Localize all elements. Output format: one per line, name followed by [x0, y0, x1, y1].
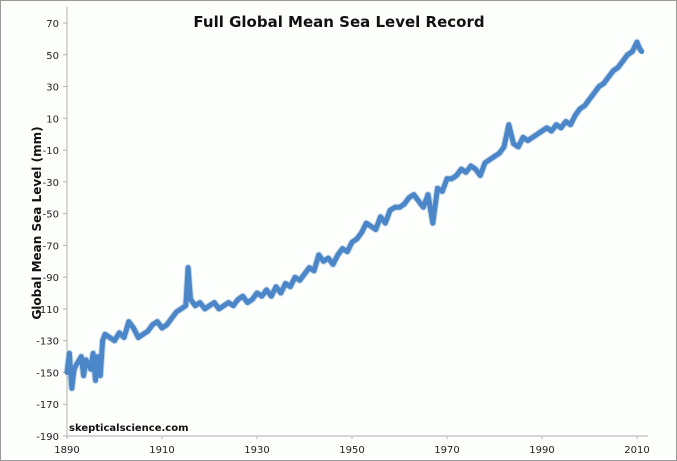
y-axis-ticks: 70 50 30 10 -10 -30 -50 -70 -90 -110 -130 -150 -170 -…	[36, 19, 67, 443]
y-tick-label: -190	[36, 432, 59, 443]
y-tick-label: -70	[43, 241, 59, 252]
chart-title: Full Global Mean Sea Level Record	[193, 13, 484, 31]
y-axis-label: Global Mean Sea Level (mm)	[30, 126, 44, 319]
x-tick-label: 1930	[244, 445, 269, 456]
y-tick-label: -90	[43, 273, 59, 284]
y-tick-label: -170	[36, 400, 59, 411]
y-tick-label: -30	[43, 178, 59, 189]
y-tick-label: -50	[43, 210, 59, 221]
y-tick-label: 70	[46, 19, 59, 30]
y-tick-label: -150	[36, 368, 59, 379]
x-tick-label: 2010	[624, 445, 649, 456]
x-tick-label: 1890	[54, 445, 79, 456]
credit-label: skepticalscience.com	[69, 423, 189, 434]
series-line-shadow	[63, 38, 645, 392]
y-tick-label: -110	[36, 305, 59, 316]
y-tick-label: 30	[46, 83, 59, 94]
y-tick-label: -10	[43, 146, 59, 157]
series-group	[63, 38, 645, 392]
sea-level-line	[64, 39, 645, 391]
x-axis-ticks: 1890 1910 1930 1950 1970 1990 2010	[54, 436, 650, 456]
x-tick-label: 1910	[149, 445, 174, 456]
y-tick-label: 50	[46, 51, 59, 62]
y-tick-label: -130	[36, 337, 59, 348]
x-tick-label: 1970	[434, 445, 459, 456]
x-tick-label: 1990	[529, 445, 554, 456]
x-tick-label: 1950	[339, 445, 364, 456]
y-tick-label: 10	[46, 114, 59, 125]
